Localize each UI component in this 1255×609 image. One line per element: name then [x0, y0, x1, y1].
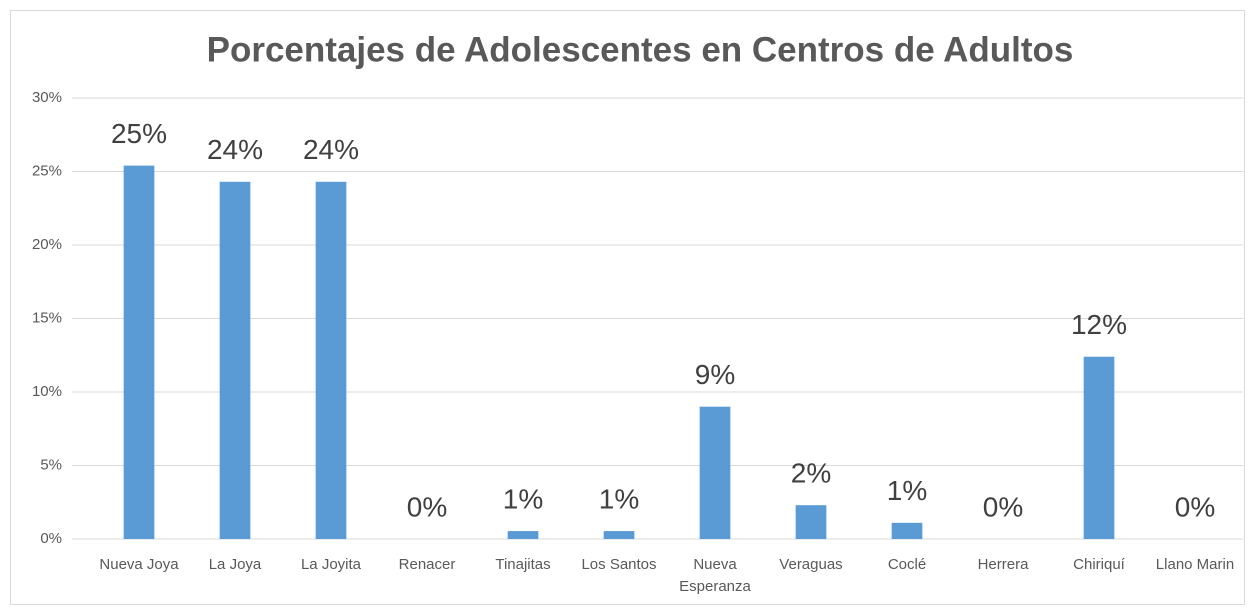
value-label: 24%: [207, 134, 263, 165]
bar: [603, 531, 635, 539]
value-label: 0%: [407, 491, 447, 522]
value-label: 1%: [599, 483, 639, 514]
x-tick-label: Herrera: [978, 556, 1030, 573]
chart-border: [10, 10, 1245, 605]
value-label: 2%: [791, 458, 831, 489]
x-tick-label: Tinajitas: [495, 556, 550, 573]
x-tick-label: Renacer: [399, 556, 456, 573]
x-tick-label: Chiriquí: [1073, 556, 1126, 573]
bar: [795, 505, 827, 539]
value-label: 12%: [1071, 309, 1127, 340]
y-tick-label: 30%: [32, 89, 62, 106]
value-label: 0%: [983, 491, 1023, 522]
x-tick-label: Llano Marin: [1156, 556, 1234, 573]
value-label: 25%: [111, 118, 167, 149]
bar: [1083, 356, 1115, 539]
value-label: 1%: [887, 475, 927, 506]
value-label: 1%: [503, 483, 543, 514]
y-tick-label: 5%: [40, 456, 62, 473]
y-tick-label: 15%: [32, 309, 62, 326]
x-tick-label: La Joyita: [301, 556, 362, 573]
y-tick-label: 25%: [32, 162, 62, 179]
x-tick-label: Coclé: [888, 556, 926, 573]
bar: [315, 181, 347, 540]
x-tick-label: Veraguas: [779, 556, 842, 573]
value-label: 24%: [303, 134, 359, 165]
bar: [123, 165, 155, 539]
bar: [891, 522, 923, 539]
y-tick-label: 0%: [40, 530, 62, 547]
value-label: 9%: [695, 359, 735, 390]
value-label: 0%: [1175, 491, 1215, 522]
chart-title: Porcentajes de Adolescentes en Centros d…: [207, 30, 1074, 69]
bar: [219, 181, 251, 540]
y-tick-label: 10%: [32, 383, 62, 400]
x-tick-label: La Joya: [209, 556, 262, 573]
bar: [699, 406, 731, 539]
y-tick-label: 20%: [32, 236, 62, 253]
bar: [507, 531, 539, 539]
x-tick-label: Nueva Esperanza: [679, 556, 751, 595]
x-tick-label: Los Santos: [581, 556, 656, 573]
x-tick-label: Nueva Joya: [99, 556, 179, 573]
